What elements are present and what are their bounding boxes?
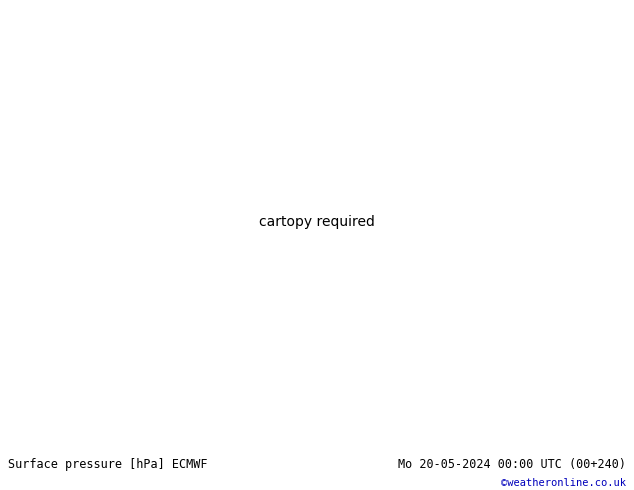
Text: Mo 20-05-2024 00:00 UTC (00+240): Mo 20-05-2024 00:00 UTC (00+240) bbox=[398, 458, 626, 471]
Text: cartopy required: cartopy required bbox=[259, 215, 375, 229]
Text: ©weatheronline.co.uk: ©weatheronline.co.uk bbox=[501, 478, 626, 488]
Text: Surface pressure [hPa] ECMWF: Surface pressure [hPa] ECMWF bbox=[8, 458, 207, 471]
